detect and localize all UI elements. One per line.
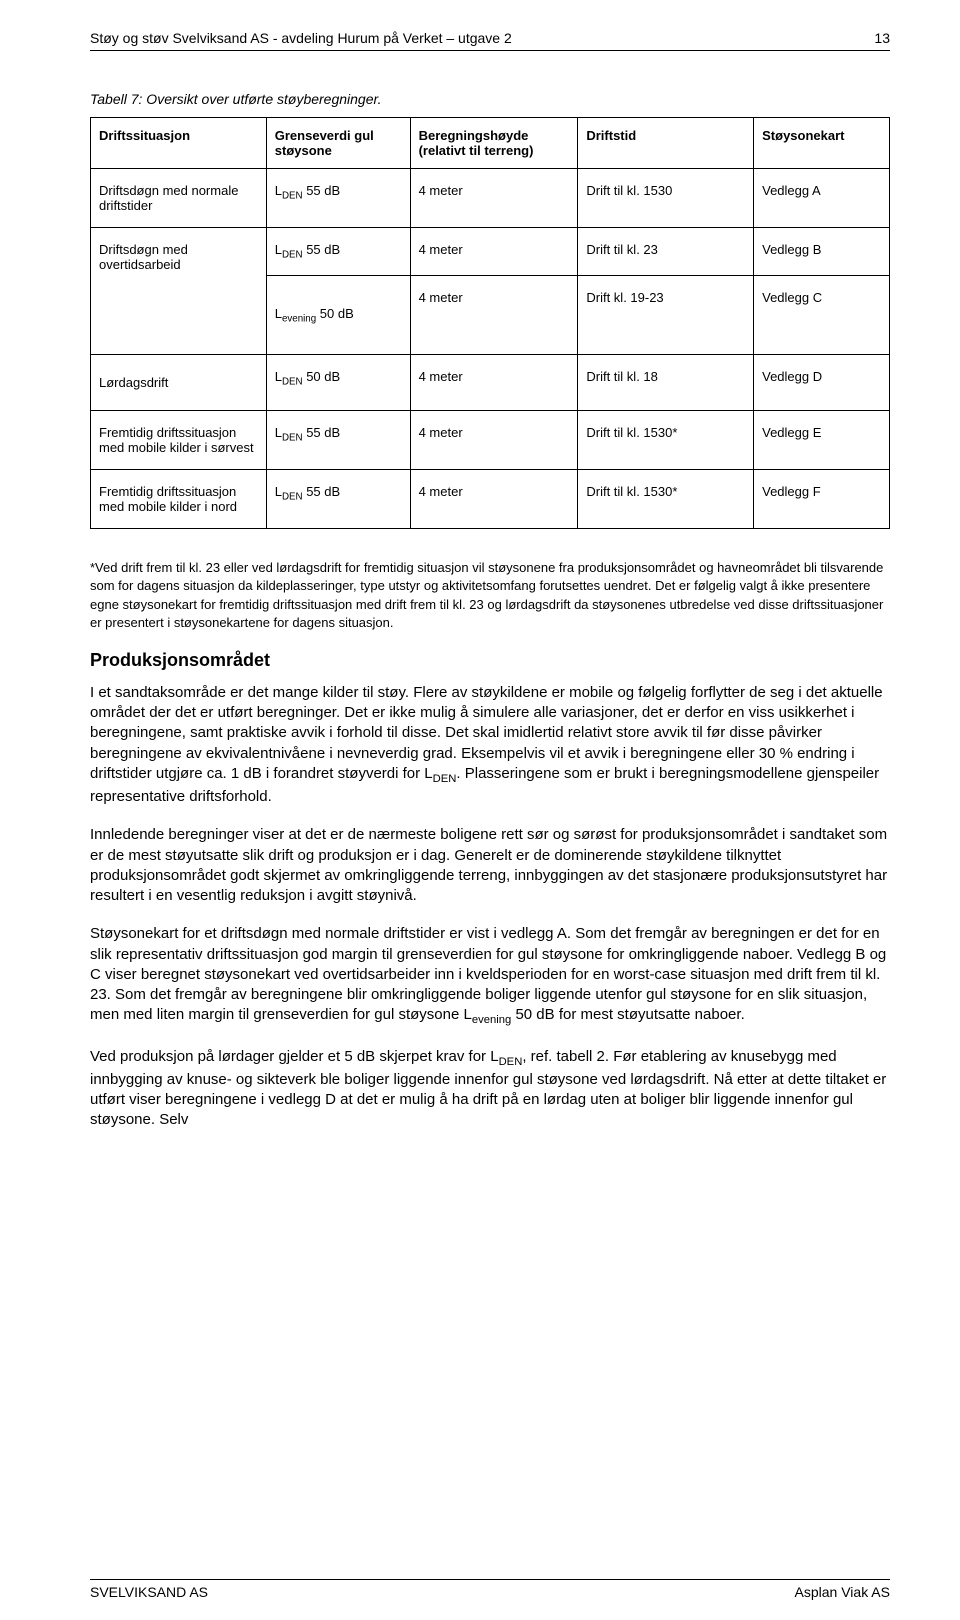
- table-cell: Drift kl. 19-23: [578, 275, 754, 355]
- table-row: Driftsdøgn med normale driftstider LDEN …: [91, 169, 890, 228]
- table-header: Grenseverdi gul støysone: [266, 118, 410, 169]
- table-header: Driftstid: [578, 118, 754, 169]
- body-paragraph: Innledende beregninger viser at det er d…: [90, 825, 890, 906]
- footer-left: SVELVIKSAND AS: [90, 1584, 208, 1600]
- table-cell: Vedlegg D: [754, 355, 890, 411]
- table-cell: 4 meter: [410, 355, 578, 411]
- table-cell: LDEN 55 dB: [266, 411, 410, 470]
- body-paragraph: Ved produksjon på lørdager gjelder et 5 …: [90, 1047, 890, 1131]
- section-heading: Produksjonsområdet: [90, 650, 890, 671]
- table-cell: Fremtidig driftssituasjon med mobile kil…: [91, 470, 267, 529]
- body-paragraph: I et sandtaksområde er det mange kilder …: [90, 683, 890, 807]
- table-cell: Levening 50 dB: [266, 275, 410, 355]
- table-cell: 4 meter: [410, 228, 578, 276]
- body-paragraph: Støysonekart for et driftsdøgn med norma…: [90, 924, 890, 1028]
- table-cell: Lørdagsdrift: [91, 355, 267, 411]
- table-cell: Drift til kl. 1530*: [578, 470, 754, 529]
- table-cell: 4 meter: [410, 411, 578, 470]
- table-row: Fremtidig driftssituasjon med mobile kil…: [91, 411, 890, 470]
- header-title: Støy og støv Svelviksand AS - avdeling H…: [90, 30, 512, 46]
- table-cell: 4 meter: [410, 470, 578, 529]
- table-cell: 4 meter: [410, 169, 578, 228]
- table-cell: Drift til kl. 1530*: [578, 411, 754, 470]
- table-row: Driftsdøgn med overtidsarbeid LDEN 55 dB…: [91, 228, 890, 276]
- table-cell: Vedlegg B: [754, 228, 890, 276]
- table-cell: LDEN 50 dB: [266, 355, 410, 411]
- table-cell: Driftsdøgn med normale driftstider: [91, 169, 267, 228]
- table-row: Fremtidig driftssituasjon med mobile kil…: [91, 470, 890, 529]
- table-cell: Drift til kl. 1530: [578, 169, 754, 228]
- table-cell: LDEN 55 dB: [266, 470, 410, 529]
- table-cell: Drift til kl. 18: [578, 355, 754, 411]
- table-cell: Vedlegg C: [754, 275, 890, 355]
- table-cell: Vedlegg A: [754, 169, 890, 228]
- main-table: Driftssituasjon Grenseverdi gul støysone…: [90, 117, 890, 529]
- page-footer: SVELVIKSAND AS Asplan Viak AS: [90, 1579, 890, 1600]
- table-cell: Vedlegg E: [754, 411, 890, 470]
- table-caption: Tabell 7: Oversikt over utførte støybere…: [90, 91, 890, 107]
- table-footnote: *Ved drift frem til kl. 23 eller ved lør…: [90, 559, 890, 632]
- page-number: 13: [874, 30, 890, 46]
- header-rule: [90, 50, 890, 51]
- table-cell: 4 meter: [410, 275, 578, 355]
- footer-right: Asplan Viak AS: [795, 1584, 890, 1600]
- table-cell: LDEN 55 dB: [266, 169, 410, 228]
- table-row: Lørdagsdrift LDEN 50 dB 4 meter Drift ti…: [91, 355, 890, 411]
- table-header: Støysonekart: [754, 118, 890, 169]
- table-cell: Drift til kl. 23: [578, 228, 754, 276]
- table-cell: Vedlegg F: [754, 470, 890, 529]
- table-cell: LDEN 55 dB: [266, 228, 410, 276]
- table-header: Beregningshøyde (relativt til terreng): [410, 118, 578, 169]
- table-cell: Fremtidig driftssituasjon med mobile kil…: [91, 411, 267, 470]
- table-cell: Driftsdøgn med overtidsarbeid: [91, 228, 267, 355]
- table-header: Driftssituasjon: [91, 118, 267, 169]
